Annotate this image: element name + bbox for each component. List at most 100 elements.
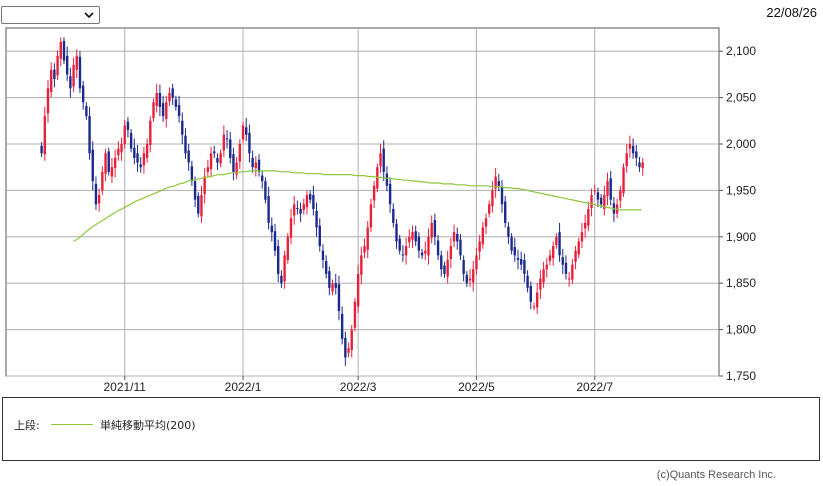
price-chart: 1,750 1,800 1,850 1,900 1,950 2,000 2,050 2,100… — [5, 27, 756, 394]
candle-body — [142, 153, 146, 166]
candle-body — [388, 183, 392, 205]
candle-body — [561, 257, 564, 265]
candle-body — [65, 55, 69, 75]
candle-body — [529, 285, 532, 302]
candle-body — [139, 164, 142, 168]
candle-body — [213, 151, 216, 154]
candle-body — [516, 258, 520, 260]
candle-body — [254, 162, 258, 169]
legend-label: 上段: — [14, 419, 40, 432]
candle-body — [519, 259, 523, 265]
candle-body — [433, 220, 437, 237]
candle-body — [398, 238, 401, 251]
candle-body — [229, 139, 232, 158]
candle-body — [456, 234, 459, 242]
candle-body — [257, 159, 261, 172]
candle-body — [280, 275, 283, 284]
candle-body — [248, 132, 251, 154]
candle-body — [75, 55, 78, 70]
y-tick-label: 1,950 — [726, 183, 756, 197]
candle-body — [385, 173, 389, 186]
candle-body — [446, 260, 449, 277]
candle-body — [478, 241, 481, 252]
candle-body — [241, 125, 245, 140]
candle-body — [452, 232, 456, 242]
candle-body — [337, 284, 341, 312]
candle-body — [315, 210, 318, 228]
candle-body — [625, 153, 628, 167]
candle-body — [567, 278, 571, 280]
candle-body — [500, 186, 504, 205]
candle-body — [158, 92, 162, 107]
candle-body — [222, 134, 226, 151]
candle-body — [117, 148, 120, 156]
candle-body — [129, 132, 133, 149]
plot-area — [5, 27, 720, 377]
candle-body — [43, 116, 46, 155]
candle-body — [507, 226, 510, 237]
candle-body — [465, 274, 469, 284]
candle-body — [430, 222, 433, 238]
candle-body — [548, 255, 552, 261]
candle-body — [88, 116, 91, 154]
candle-body — [353, 301, 357, 328]
candle-body — [513, 247, 517, 256]
candle-body — [187, 150, 190, 163]
candle-body — [296, 208, 299, 210]
candle-body — [200, 195, 203, 217]
candle-body — [535, 292, 539, 308]
candle-body — [491, 190, 494, 207]
candle-body — [494, 176, 497, 189]
candle-body — [321, 250, 325, 260]
candle-body — [53, 69, 56, 80]
candle-body — [126, 121, 130, 131]
candle-body — [152, 102, 155, 119]
candle-body — [197, 195, 200, 214]
y-tick-label: 1,900 — [726, 230, 756, 244]
period-select[interactable] — [1, 6, 100, 24]
candle-body — [363, 246, 366, 253]
candle-body — [168, 92, 171, 102]
candle-body — [324, 260, 328, 274]
x-tick-label: 2021/11 — [103, 380, 146, 394]
candle-body — [292, 204, 296, 216]
chevron-down-icon — [84, 12, 94, 19]
candle-body — [555, 236, 558, 246]
candle-body — [177, 105, 181, 117]
candle-body — [593, 190, 596, 192]
candle-body — [283, 255, 286, 282]
y-tick-label: 1,850 — [726, 276, 756, 290]
y-tick-label: 2,000 — [726, 137, 756, 151]
candle-body — [123, 125, 126, 144]
x-tick-label: 2022/1 — [225, 380, 262, 394]
candle-body — [193, 181, 197, 200]
candle-body — [551, 246, 555, 259]
candle-body — [424, 250, 427, 254]
y-tick-label: 2,050 — [726, 91, 756, 105]
candle-body — [270, 225, 274, 233]
candle-body — [488, 204, 491, 214]
y-tick-label: 1,750 — [726, 369, 756, 383]
candle-body — [299, 208, 302, 214]
candle-body — [251, 157, 254, 168]
candle-body — [427, 236, 430, 256]
candle-body — [181, 120, 184, 135]
candle-body — [577, 241, 580, 255]
candle-body — [219, 153, 222, 164]
candle-body — [462, 260, 465, 274]
candle-body — [599, 197, 603, 205]
candle-body — [56, 55, 59, 76]
candle-body — [289, 218, 293, 238]
candle-body — [564, 262, 568, 274]
candle-body — [504, 201, 507, 223]
candle-body — [638, 162, 641, 168]
candle-body — [40, 145, 43, 154]
candle-body — [404, 246, 408, 256]
candle-body — [267, 195, 270, 223]
candle-body — [245, 127, 248, 135]
candle-body — [104, 153, 107, 174]
copyright-text: (c)Quants Research Inc. — [656, 469, 776, 481]
candle-body — [308, 194, 312, 200]
candle-body — [72, 65, 75, 87]
x-tick-label: 2022/7 — [576, 380, 613, 394]
